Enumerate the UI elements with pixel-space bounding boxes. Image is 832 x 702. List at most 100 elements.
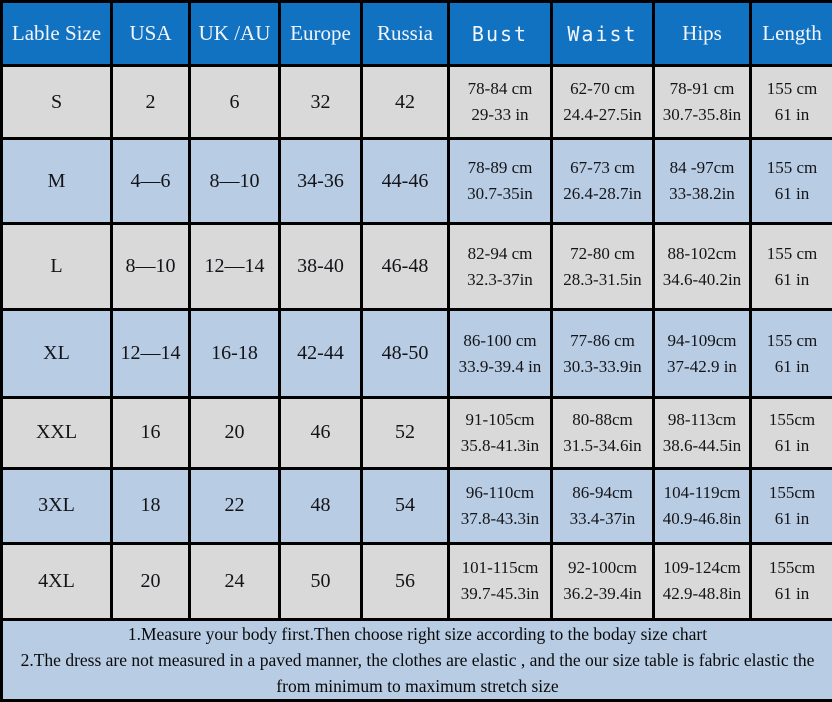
cell-size: XL: [0, 308, 113, 399]
cell-europe: 50: [278, 541, 363, 622]
measurement-line: 29-33 in: [471, 105, 529, 125]
measurement-line: 37.8-43.3in: [460, 508, 540, 528]
measurement-line: 28.3-31.5in: [563, 269, 642, 289]
cell-europe: 34-36: [278, 137, 363, 225]
cell-uk_au: 6: [188, 63, 281, 141]
cell-length: 155 cm 61 in: [749, 308, 832, 399]
measurement-line: 33.4-37in: [569, 508, 636, 528]
cell-usa: 8—10: [110, 221, 191, 312]
column-header-russia: Russia: [360, 0, 450, 67]
table-row: L 8—10 12—14 38-40 46-48 82-94 cm 32.3-37in 72-…: [0, 221, 832, 312]
notes-row: 1.Measure your body first.Then choose ri…: [0, 618, 832, 702]
table-row: XL 12—14 16-18 42-44 48-50 86-100 cm 33.9-39.4…: [0, 308, 832, 399]
header-row: Lable Size USA UK /AU Europe Russia Bust Waist…: [0, 0, 832, 67]
note-line: 1.Measure your body first.Then choose ri…: [127, 624, 708, 644]
cell-russia: 52: [360, 395, 450, 471]
cell-size: 3XL: [0, 467, 113, 545]
cell-hips: 78-91 cm 30.7-35.8in: [652, 63, 752, 141]
table-row: 4XL 20 24 50 56 101-115cm 39.7-45.3in 92-100cm 3…: [0, 541, 832, 622]
measurement-line: 94-109cm: [667, 330, 737, 350]
column-header-length: Length: [749, 0, 832, 67]
measurement-line: 155cm: [768, 409, 816, 429]
measurement-line: 61 in: [774, 508, 810, 528]
cell-waist: 67-73 cm 26.4-28.7in: [550, 137, 655, 225]
cell-size: 4XL: [0, 541, 113, 622]
cell-usa: 20: [110, 541, 191, 622]
cell-length: 155cm 61 in: [749, 541, 832, 622]
measurement-line: 82-94 cm: [467, 243, 533, 263]
cell-hips: 104-119cm 40.9-46.8in: [652, 467, 752, 545]
measurement-line: 39.7-45.3in: [460, 584, 540, 604]
measurement-line: 36.2-39.4in: [563, 584, 642, 604]
measurement-line: 35.8-41.3in: [460, 435, 540, 455]
measurement-line: 155 cm: [766, 243, 818, 263]
cell-hips: 109-124cm 42.9-48.8in: [652, 541, 752, 622]
cell-uk_au: 8—10: [188, 137, 281, 225]
measurement-line: 34.6-40.2in: [662, 269, 742, 289]
cell-length: 155cm 61 in: [749, 467, 832, 545]
measurement-line: 61 in: [774, 105, 810, 125]
cell-hips: 98-113cm 38.6-44.5in: [652, 395, 752, 471]
table-row: M 4—6 8—10 34-36 44-46 78-89 cm 30.7-35in 67-73…: [0, 137, 832, 225]
cell-europe: 38-40: [278, 221, 363, 312]
measurement-line: 86-100 cm: [463, 330, 537, 350]
cell-uk_au: 16-18: [188, 308, 281, 399]
measurement-line: 40.9-46.8in: [662, 508, 742, 528]
measurement-line: 78-84 cm: [467, 79, 533, 99]
table-row: 3XL 18 22 48 54 96-110cm 37.8-43.3in 86-94cm 33.…: [0, 467, 832, 545]
measurement-line: 33.9-39.4 in: [458, 356, 542, 376]
measurement-line: 92-100cm: [568, 558, 637, 578]
column-header-uk_au: UK /AU: [188, 0, 281, 67]
note-line: 2.The dress are not measured in a paved …: [20, 650, 815, 696]
cell-size: L: [0, 221, 113, 312]
cell-length: 155 cm 61 in: [749, 137, 832, 225]
cell-waist: 72-80 cm 28.3-31.5in: [550, 221, 655, 312]
measurement-line: 96-110cm: [465, 482, 535, 502]
measurement-line: 61 in: [774, 269, 810, 289]
column-header-usa: USA: [110, 0, 191, 67]
measurement-line: 84 -97cm: [669, 158, 735, 178]
cell-europe: 42-44: [278, 308, 363, 399]
measurement-line: 61 in: [774, 184, 810, 204]
measurement-line: 91-105cm: [465, 409, 535, 429]
measurement-line: 155cm: [768, 482, 816, 502]
cell-waist: 80-88cm 31.5-34.6in: [550, 395, 655, 471]
measurement-line: 30.7-35.8in: [662, 105, 742, 125]
column-header-hips: Hips: [652, 0, 752, 67]
cell-bust: 82-94 cm 32.3-37in: [447, 221, 553, 312]
cell-uk_au: 20: [188, 395, 281, 471]
measurement-line: 61 in: [774, 356, 810, 376]
measurement-line: 62-70 cm: [570, 79, 635, 99]
measurement-line: 155 cm: [766, 158, 818, 178]
cell-russia: 46-48: [360, 221, 450, 312]
cell-waist: 86-94cm 33.4-37in: [550, 467, 655, 545]
measurement-line: 80-88cm: [572, 409, 633, 429]
size-chart-notes: 1.Measure your body first.Then choose ri…: [0, 618, 832, 702]
cell-length: 155 cm 61 in: [749, 63, 832, 141]
measurement-line: 67-73 cm: [570, 158, 635, 178]
cell-bust: 86-100 cm 33.9-39.4 in: [447, 308, 553, 399]
measurement-line: 24.4-27.5in: [563, 105, 642, 125]
cell-usa: 18: [110, 467, 191, 545]
cell-europe: 46: [278, 395, 363, 471]
measurement-line: 86-94cm: [572, 482, 633, 502]
cell-usa: 12—14: [110, 308, 191, 399]
cell-bust: 91-105cm 35.8-41.3in: [447, 395, 553, 471]
cell-bust: 101-115cm 39.7-45.3in: [447, 541, 553, 622]
cell-length: 155cm 61 in: [749, 395, 832, 471]
column-header-bust: Bust: [447, 0, 553, 67]
cell-hips: 88-102cm 34.6-40.2in: [652, 221, 752, 312]
cell-russia: 48-50: [360, 308, 450, 399]
cell-russia: 54: [360, 467, 450, 545]
measurement-line: 30.3-33.9in: [563, 356, 642, 376]
table-row: XXL 16 20 46 52 91-105cm 35.8-41.3in 80-88cm 31.…: [0, 395, 832, 471]
measurement-line: 98-113cm: [667, 409, 737, 429]
cell-russia: 42: [360, 63, 450, 141]
measurement-line: 109-124cm: [663, 558, 741, 578]
cell-europe: 48: [278, 467, 363, 545]
column-header-europe: Europe: [278, 0, 363, 67]
table-row: S 2 6 32 42 78-84 cm 29-33 in 62-70 cm 24.4-27.5…: [0, 63, 832, 141]
cell-usa: 4—6: [110, 137, 191, 225]
cell-length: 155 cm 61 in: [749, 221, 832, 312]
